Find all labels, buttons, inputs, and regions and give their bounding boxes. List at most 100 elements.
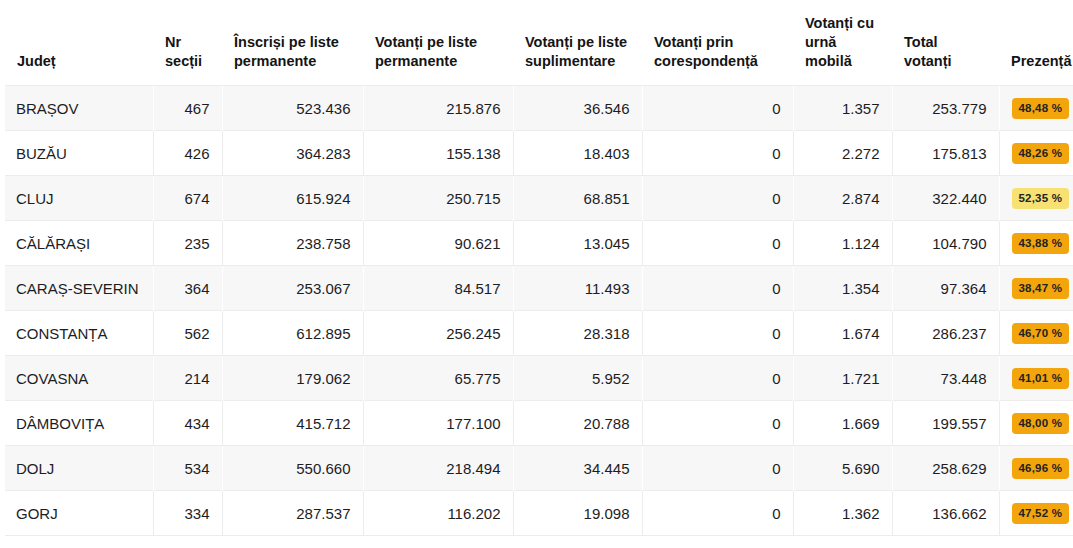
column-header-inscrisi_liste_permanente: Înscriși pe liste permanente (222, 0, 363, 86)
cell-votanti_corespondenta: 0 (642, 401, 793, 446)
cell-votanti_urna_mobila: 1.362 (793, 491, 892, 536)
cell-votanti_liste_suplimentare: 13.045 (513, 221, 642, 266)
cell-votanti_liste_permanente: 250.715 (363, 176, 513, 221)
column-header-label: Votanți pe liste suplimentare (525, 33, 627, 71)
table-row-cluj: CLUJ674615.924250.71568.85102.874322.440… (5, 176, 1073, 221)
cell-votanti_urna_mobila: 1.124 (793, 221, 892, 266)
cell-inscrisi_liste_permanente: 615.924 (222, 176, 363, 221)
cell-total_votanti: 73.448 (892, 356, 999, 401)
column-header-total_votanti: Total votanți (892, 0, 999, 86)
cell-votanti_liste_permanente: 215.876 (363, 86, 513, 131)
cell-nr_sectii: 534 (153, 446, 222, 491)
cell-votanti_liste_suplimentare: 18.403 (513, 131, 642, 176)
cell-votanti_corespondenta: 0 (642, 311, 793, 356)
cell-votanti_liste_permanente: 90.621 (363, 221, 513, 266)
turnout-badge: 48,26 % (1012, 143, 1070, 164)
column-header-votanti_corespondenta: Votanți prin corespondență (642, 0, 793, 86)
cell-prezenta: 41,01 % (999, 356, 1073, 401)
cell-nr_sectii: 467 (153, 86, 222, 131)
cell-inscrisi_liste_permanente: 253.067 (222, 266, 363, 311)
cell-judet: CONSTANȚA (5, 311, 153, 356)
column-header-label: Total votanți (904, 33, 952, 71)
table-row-călărași: CĂLĂRAȘI235238.75890.62113.04501.124104.… (5, 221, 1073, 266)
cell-inscrisi_liste_permanente: 415.712 (222, 401, 363, 446)
table-row-caraș-severin: CARAȘ-SEVERIN364253.06784.51711.49301.35… (5, 266, 1073, 311)
column-header-prezenta: Prezență (999, 0, 1073, 86)
cell-judet: COVASNA (5, 356, 153, 401)
cell-prezenta: 43,88 % (999, 221, 1073, 266)
cell-votanti_liste_permanente: 65.775 (363, 356, 513, 401)
cell-nr_sectii: 214 (153, 356, 222, 401)
cell-prezenta: 52,35 % (999, 176, 1073, 221)
cell-votanti_liste_permanente: 155.138 (363, 131, 513, 176)
cell-votanti_urna_mobila: 1.721 (793, 356, 892, 401)
column-header-nr_sectii: Nr secții (153, 0, 222, 86)
cell-votanti_corespondenta: 0 (642, 266, 793, 311)
cell-total_votanti: 253.779 (892, 86, 999, 131)
cell-votanti_liste_suplimentare: 36.546 (513, 86, 642, 131)
table-row-dolj: DOLJ534550.660218.49434.44505.690258.629… (5, 446, 1073, 491)
turnout-badge: 43,88 % (1012, 233, 1070, 254)
column-header-label: Nr secții (165, 33, 202, 71)
cell-judet: DÂMBOVIȚA (5, 401, 153, 446)
column-header-label: Votanți pe liste permanente (375, 33, 477, 71)
cell-votanti_liste_suplimentare: 68.851 (513, 176, 642, 221)
cell-prezenta: 46,70 % (999, 311, 1073, 356)
table-row-dâmbovița: DÂMBOVIȚA434415.712177.10020.78801.66919… (5, 401, 1073, 446)
cell-inscrisi_liste_permanente: 523.436 (222, 86, 363, 131)
cell-total_votanti: 322.440 (892, 176, 999, 221)
cell-judet: CĂLĂRAȘI (5, 221, 153, 266)
table-body: BRAȘOV467523.436215.87636.54601.357253.7… (5, 86, 1073, 536)
column-header-votanti_liste_permanente: Votanți pe liste permanente (363, 0, 513, 86)
cell-votanti_urna_mobila: 2.272 (793, 131, 892, 176)
cell-total_votanti: 104.790 (892, 221, 999, 266)
table-row-gorj: GORJ334287.537116.20219.09801.362136.662… (5, 491, 1073, 536)
cell-votanti_liste_suplimentare: 19.098 (513, 491, 642, 536)
column-header-votanti_urna_mobila: Votanți cu urnă mobilă (793, 0, 892, 86)
turnout-badge: 41,01 % (1012, 368, 1070, 389)
cell-nr_sectii: 434 (153, 401, 222, 446)
cell-votanti_urna_mobila: 1.354 (793, 266, 892, 311)
column-header-label: Înscriși pe liste permanente (234, 33, 339, 71)
table-row-brașov: BRAȘOV467523.436215.87636.54601.357253.7… (5, 86, 1073, 131)
cell-nr_sectii: 364 (153, 266, 222, 311)
cell-nr_sectii: 562 (153, 311, 222, 356)
cell-judet: CLUJ (5, 176, 153, 221)
cell-judet: BUZĂU (5, 131, 153, 176)
cell-votanti_corespondenta: 0 (642, 221, 793, 266)
cell-inscrisi_liste_permanente: 550.660 (222, 446, 363, 491)
cell-votanti_liste_suplimentare: 11.493 (513, 266, 642, 311)
cell-votanti_corespondenta: 0 (642, 86, 793, 131)
turnout-badge: 48,00 % (1012, 413, 1070, 434)
cell-inscrisi_liste_permanente: 364.283 (222, 131, 363, 176)
table-header-row: Județ Nr secții Înscriși pe liste permanen… (5, 0, 1073, 86)
cell-inscrisi_liste_permanente: 612.895 (222, 311, 363, 356)
turnout-page: Județ Nr secții Înscriși pe liste permanen… (0, 0, 1073, 548)
cell-votanti_corespondenta: 0 (642, 446, 793, 491)
cell-prezenta: 46,96 % (999, 446, 1073, 491)
cell-prezenta: 47,52 % (999, 491, 1073, 536)
cell-total_votanti: 136.662 (892, 491, 999, 536)
cell-inscrisi_liste_permanente: 287.537 (222, 491, 363, 536)
cell-votanti_liste_suplimentare: 34.445 (513, 446, 642, 491)
cell-prezenta: 48,26 % (999, 131, 1073, 176)
column-header-judet: Județ (5, 0, 153, 86)
column-header-label: Votanți cu urnă mobilă (805, 14, 886, 71)
table-row-covasna: COVASNA214179.06265.7755.95201.72173.448… (5, 356, 1073, 401)
table-row-constanța: CONSTANȚA562612.895256.24528.31801.67428… (5, 311, 1073, 356)
cell-total_votanti: 97.364 (892, 266, 999, 311)
column-header-label: Județ (17, 52, 56, 71)
cell-judet: DOLJ (5, 446, 153, 491)
cell-votanti_urna_mobila: 5.690 (793, 446, 892, 491)
turnout-badge: 52,35 % (1012, 188, 1070, 209)
cell-prezenta: 48,00 % (999, 401, 1073, 446)
cell-votanti_liste_suplimentare: 20.788 (513, 401, 642, 446)
cell-votanti_liste_permanente: 256.245 (363, 311, 513, 356)
cell-inscrisi_liste_permanente: 238.758 (222, 221, 363, 266)
cell-nr_sectii: 235 (153, 221, 222, 266)
turnout-badge: 46,70 % (1012, 323, 1070, 344)
cell-votanti_liste_permanente: 84.517 (363, 266, 513, 311)
cell-votanti_liste_suplimentare: 28.318 (513, 311, 642, 356)
cell-votanti_urna_mobila: 1.669 (793, 401, 892, 446)
cell-votanti_liste_suplimentare: 5.952 (513, 356, 642, 401)
